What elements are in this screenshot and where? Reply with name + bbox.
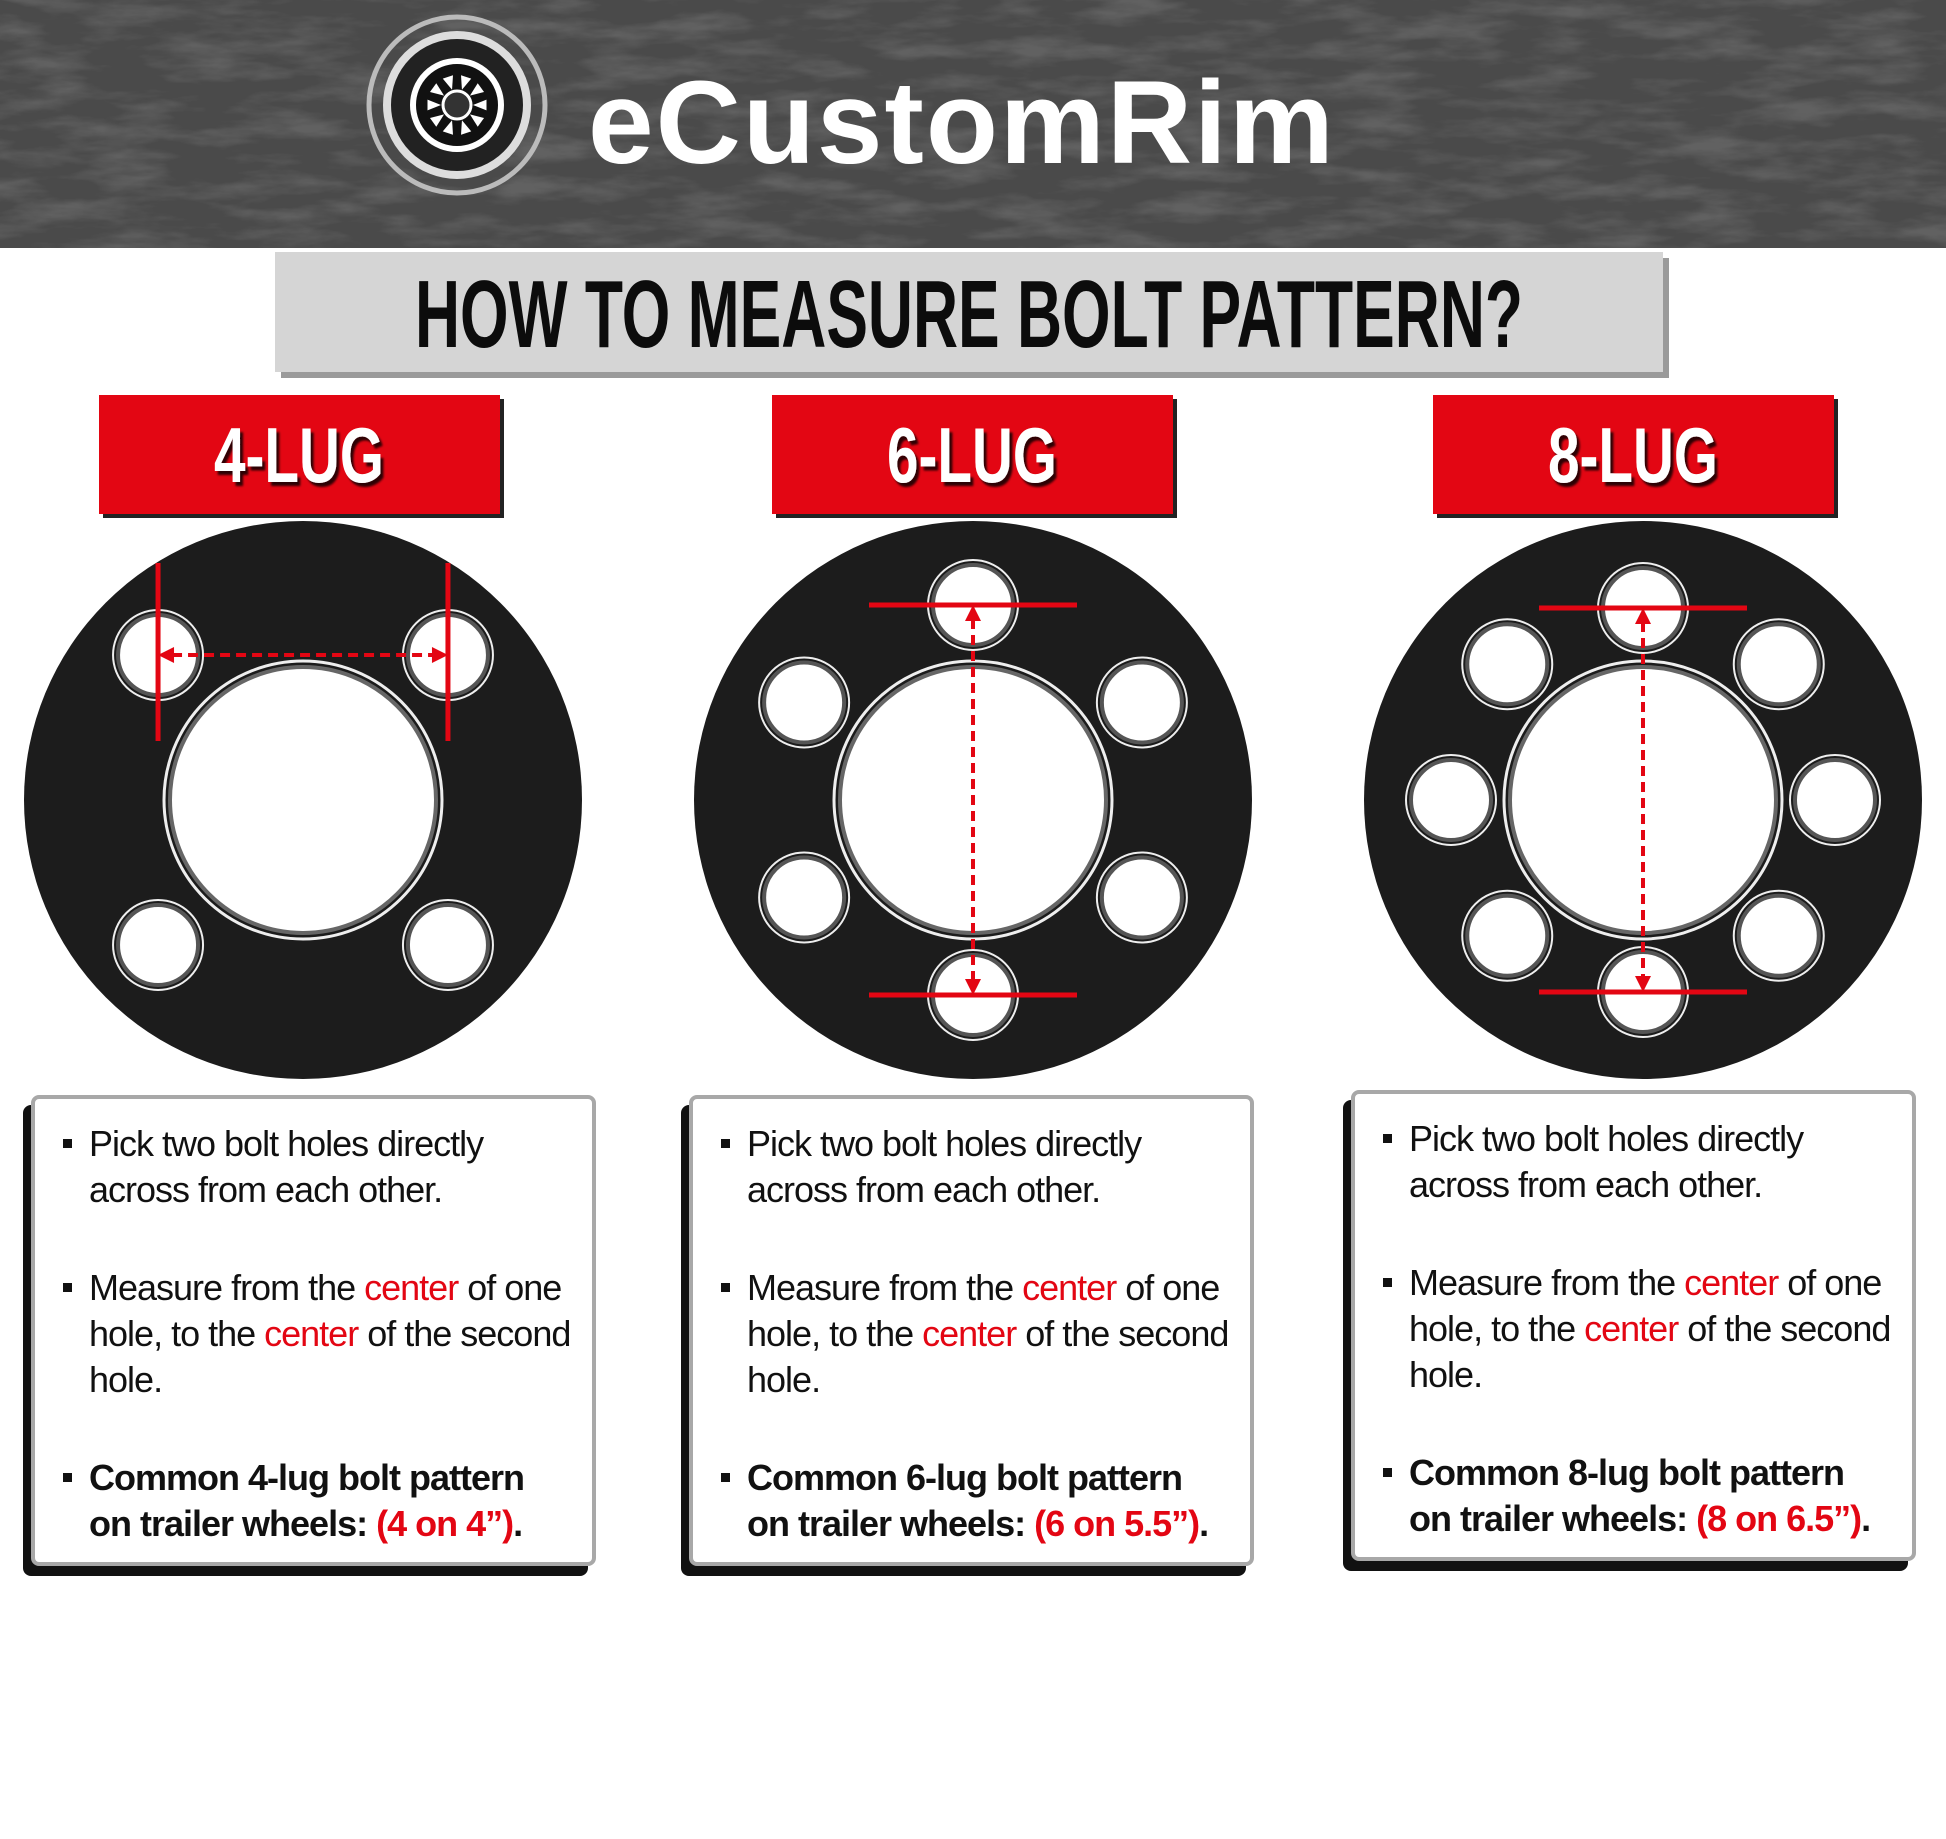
bullet-text: . <box>1861 1498 1871 1539</box>
bolt-hole <box>762 660 847 745</box>
bullet-text: of one hole, to the <box>747 1267 1220 1354</box>
bolt-hole <box>1099 660 1184 745</box>
logo-spoke <box>469 114 485 127</box>
bolt-hole <box>1409 758 1493 842</box>
bolt-hole-ring <box>1461 889 1554 982</box>
logo-spoke <box>473 99 487 111</box>
bolt-hole <box>1465 622 1550 707</box>
bolt-hole <box>1465 893 1550 978</box>
bullet: Common 6-lug bolt pattern on trailer whe… <box>719 1455 1230 1547</box>
arrowhead <box>431 647 448 664</box>
highlight-text: (6 on 5.5”) <box>1034 1503 1200 1544</box>
bolt-hole <box>1099 855 1184 940</box>
bullet-text: Measure from the <box>747 1267 1023 1308</box>
instruction-box: Pick two bolt holes directly across from… <box>689 1095 1254 1566</box>
bullet-text: Pick two bolt holes directly across from… <box>89 1123 484 1210</box>
bullet: Pick two bolt holes directly across from… <box>1381 1116 1892 1208</box>
logo-spoke <box>429 114 445 127</box>
bolt-hole-ring <box>401 898 494 991</box>
bullet-text: of the second hole. <box>747 1313 1229 1400</box>
bolt-hole-ring <box>758 851 851 944</box>
arrowhead <box>1635 608 1651 624</box>
bolt-hole <box>1736 893 1821 978</box>
logo-spoke <box>469 83 485 96</box>
bullet-text: of one hole, to the <box>1409 1262 1882 1349</box>
bullet-text: Common 4-lug bolt pattern on trailer whe… <box>89 1457 525 1544</box>
bullet-text: Measure from the <box>1409 1262 1685 1303</box>
bolt-hole-ring <box>1789 754 1881 846</box>
highlight-text: center <box>1684 1262 1779 1303</box>
bullet-text: Pick two bolt holes directly across from… <box>747 1123 1142 1210</box>
panels: 4-LUG 6-LUG 8-LUG <box>24 395 1922 1079</box>
bullet-text: . <box>513 1503 523 1544</box>
lug-label: 8-LUG <box>1548 411 1718 499</box>
bullet-text: of the second hole. <box>89 1313 571 1400</box>
center-bore-ring <box>162 659 444 941</box>
lug-label-bg <box>99 395 500 514</box>
logo <box>366 14 548 196</box>
bullet: Common 8-lug bolt pattern on trailer whe… <box>1381 1450 1892 1542</box>
logo-spoke <box>429 83 445 96</box>
bolt-hole <box>1793 758 1877 842</box>
bullet-text: . <box>1199 1503 1209 1544</box>
logo-spoke <box>427 99 441 111</box>
highlight-text: center <box>264 1313 359 1354</box>
brand: eCustomRim <box>588 57 1336 189</box>
lug-label-bg <box>1433 395 1834 514</box>
highlight-text: center <box>1584 1308 1679 1349</box>
arrowhead <box>1635 976 1651 992</box>
center-bore <box>168 665 438 935</box>
bullet: Common 4-lug bolt pattern on trailer whe… <box>61 1455 572 1547</box>
highlight-text: (8 on 6.5”) <box>1696 1498 1862 1539</box>
bullet-text: Common 8-lug bolt pattern on trailer whe… <box>1409 1452 1845 1539</box>
bolt-hole <box>1736 622 1821 707</box>
lug-label-bg <box>772 395 1173 514</box>
header-texture <box>0 0 1946 248</box>
instruction-box: Pick two bolt holes directly across from… <box>1351 1090 1916 1561</box>
highlight-text: center <box>922 1313 1017 1354</box>
bolt-hole-ring <box>1095 851 1188 944</box>
bolt-hole-ring <box>1732 889 1825 982</box>
highlight-text: (4 on 4”) <box>376 1503 514 1544</box>
lug-label: 4-LUG <box>214 411 384 499</box>
bullet-text: Measure from the <box>89 1267 365 1308</box>
bullet-text: of the second hole. <box>1409 1308 1891 1395</box>
bolt-hole-ring <box>112 898 205 991</box>
lug-label: 6-LUG <box>887 411 1057 499</box>
page-title: HOW TO MEASURE BOLT PATTERN? <box>415 261 1523 368</box>
highlight-text: center <box>364 1267 459 1308</box>
bullet-text: of one hole, to the <box>89 1267 562 1354</box>
bolt-hole-ring <box>1461 618 1554 711</box>
bolt-hole-ring <box>1732 618 1825 711</box>
arrowhead <box>965 605 981 621</box>
highlight-text: center <box>1022 1267 1117 1308</box>
bullet: Pick two bolt holes directly across from… <box>61 1121 572 1213</box>
bolt-hole-ring <box>758 656 851 749</box>
bullet-text: Pick two bolt holes directly across from… <box>1409 1118 1804 1205</box>
bolt-hole <box>116 902 201 987</box>
bullet: Pick two bolt holes directly across from… <box>719 1121 1230 1213</box>
logo-spoke <box>442 120 453 135</box>
bolt-hole <box>762 855 847 940</box>
bolt-hole <box>405 902 490 987</box>
bullet-text: Common 6-lug bolt pattern on trailer whe… <box>747 1457 1183 1544</box>
bolt-hole-ring <box>1095 656 1188 749</box>
bullet: Measure from the center of one hole, to … <box>1381 1260 1892 1398</box>
bolt-hole-ring <box>1405 754 1497 846</box>
logo-spoke <box>461 120 472 135</box>
title-bar <box>275 252 1663 372</box>
arrowhead <box>965 979 981 995</box>
bullet: Measure from the center of one hole, to … <box>61 1265 572 1403</box>
logo-spoke <box>442 75 453 90</box>
instruction-box: Pick two bolt holes directly across from… <box>31 1095 596 1566</box>
logo-spoke <box>461 75 472 90</box>
bullet: Measure from the center of one hole, to … <box>719 1265 1230 1403</box>
arrowhead <box>158 647 175 664</box>
